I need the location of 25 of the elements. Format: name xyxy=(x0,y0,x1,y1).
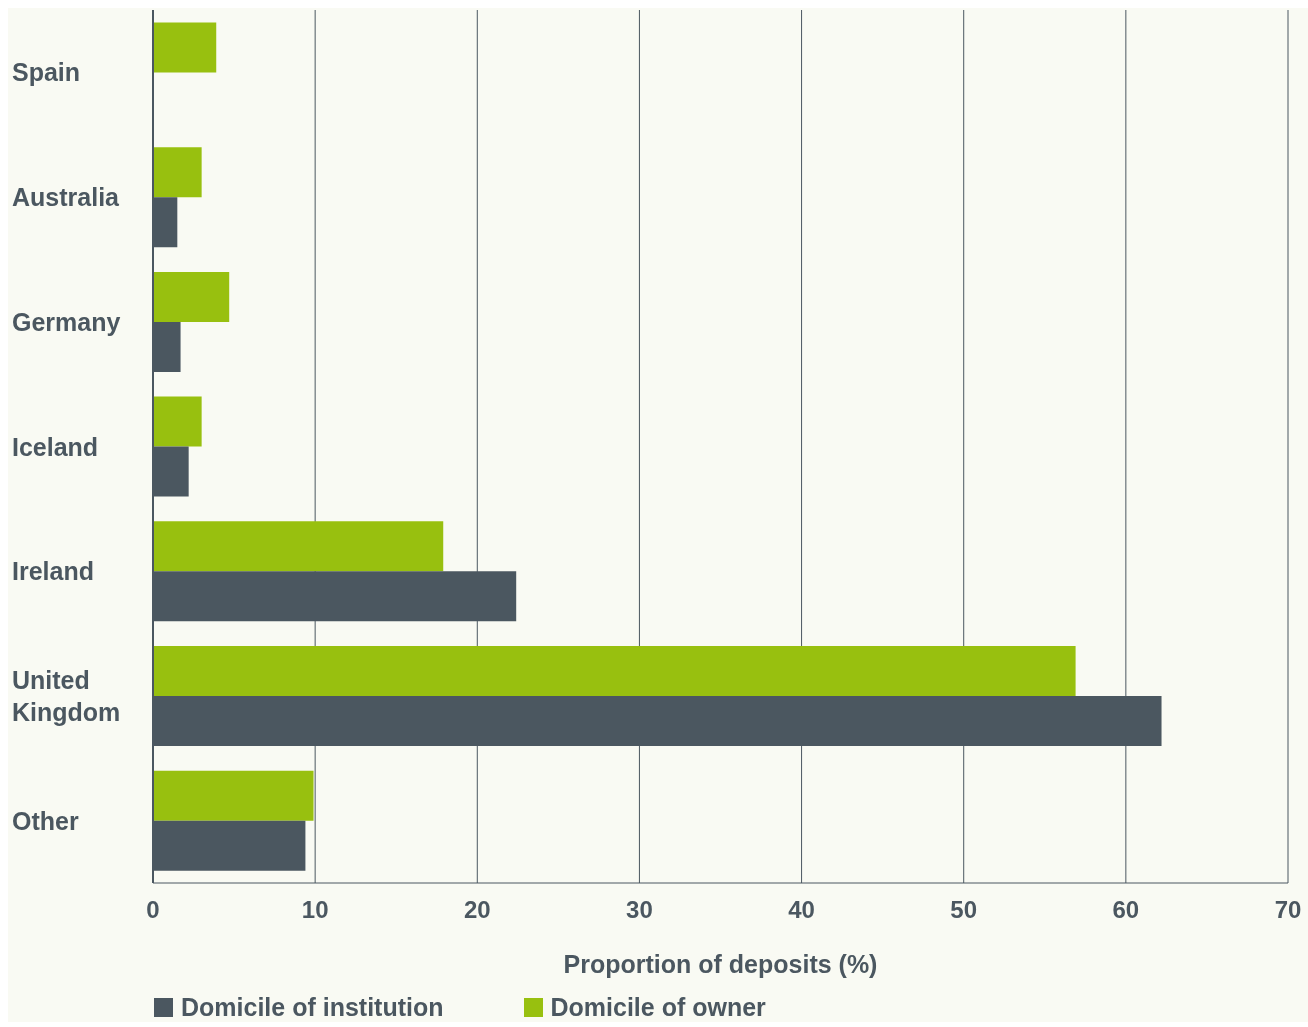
x-tick-label: 60 xyxy=(1112,896,1140,924)
y-tick-label: Ireland xyxy=(12,557,94,586)
x-tick-label: 50 xyxy=(950,896,978,924)
bar xyxy=(153,521,444,572)
x-tick-label: 10 xyxy=(301,896,329,924)
legend-label: Domicile of institution xyxy=(181,993,444,1022)
bar xyxy=(153,396,202,447)
y-tick-label: Spain xyxy=(12,58,81,87)
x-tick-label: 40 xyxy=(788,896,815,924)
bar xyxy=(153,271,230,322)
x-axis-title: Proportion of deposits (%) xyxy=(563,950,878,978)
legend-label: Domicile of owner xyxy=(550,993,766,1022)
y-tick-label: Iceland xyxy=(12,432,99,461)
x-tick-label: 70 xyxy=(1274,896,1302,924)
bar xyxy=(153,646,1076,697)
bar xyxy=(153,770,314,821)
y-tick-label: Other xyxy=(12,806,79,835)
bar xyxy=(153,147,202,198)
y-tick-label: Germany xyxy=(12,307,121,336)
x-tick-label: 0 xyxy=(146,896,160,924)
x-tick-label: 30 xyxy=(626,896,653,924)
bar xyxy=(153,22,217,73)
y-tick-label: United Kingdom xyxy=(12,665,121,726)
y-tick-label: Australia xyxy=(12,183,121,212)
x-tick-label: 20 xyxy=(463,896,491,924)
